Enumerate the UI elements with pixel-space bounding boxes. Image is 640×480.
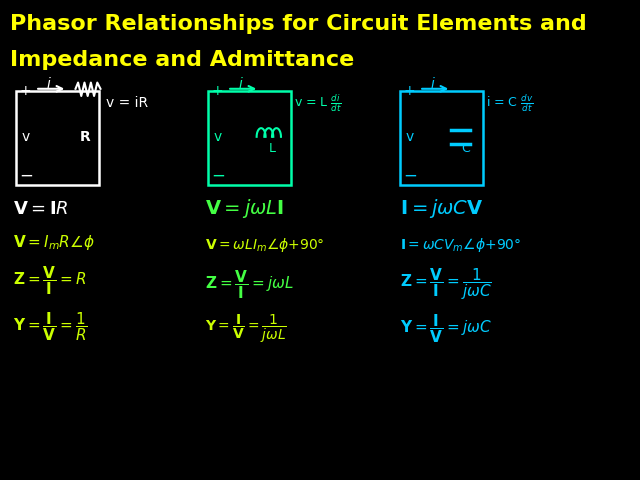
Text: $\mathbf{Z} = \dfrac{\mathbf{V}}{\mathbf{I}} = R$: $\mathbf{Z} = \dfrac{\mathbf{V}}{\mathbf… (13, 264, 86, 297)
Text: −: − (403, 166, 417, 184)
Text: v: v (21, 130, 29, 144)
Text: i: i (238, 77, 242, 92)
Text: +: + (211, 84, 223, 98)
Text: +: + (403, 84, 415, 98)
Text: $\mathbf{Y} = \dfrac{\mathbf{I}}{\mathbf{V}} = j\omega C$: $\mathbf{Y} = \dfrac{\mathbf{I}}{\mathbf… (400, 312, 492, 345)
Text: v: v (213, 130, 221, 144)
Text: C: C (461, 142, 470, 156)
Bar (16, 91, 99, 185)
Text: $\mathbf{V} = I_mR\angle\phi$: $\mathbf{V} = I_mR\angle\phi$ (13, 233, 95, 252)
Text: $\mathbf{Y} = \dfrac{\mathbf{I}}{\mathbf{V}} = \dfrac{1}{R}$: $\mathbf{Y} = \dfrac{\mathbf{I}}{\mathbf… (13, 310, 88, 343)
Bar (208, 91, 291, 185)
Text: +: + (19, 84, 31, 98)
Text: R: R (80, 130, 91, 144)
Text: $\mathbf{V} = \mathbf{I}R$: $\mathbf{V} = \mathbf{I}R$ (13, 200, 68, 218)
Text: $\mathbf{V} = \omega LI_m\angle\phi{+}90°$: $\mathbf{V} = \omega LI_m\angle\phi{+}90… (205, 236, 324, 254)
Text: $\mathbf{Z} = \dfrac{\mathbf{V}}{\mathbf{I}} = \dfrac{1}{j\omega C}$: $\mathbf{Z} = \dfrac{\mathbf{V}}{\mathbf… (400, 266, 492, 302)
Text: $\mathbf{I} = \omega CV_m\angle\phi{+}90°$: $\mathbf{I} = \omega CV_m\angle\phi{+}90… (400, 236, 522, 254)
Text: v = iR: v = iR (106, 96, 148, 110)
Text: v: v (405, 130, 413, 144)
Text: L: L (269, 142, 276, 156)
Text: i = C $\frac{dv}{dt}$: i = C $\frac{dv}{dt}$ (486, 92, 534, 114)
Bar (400, 91, 483, 185)
Text: i: i (430, 77, 434, 92)
Text: $\mathbf{I} = j\omega C\mathbf{V}$: $\mathbf{I} = j\omega C\mathbf{V}$ (400, 197, 484, 220)
Text: Phasor Relationships for Circuit Elements and: Phasor Relationships for Circuit Element… (10, 14, 586, 35)
Text: $\mathbf{V} = j\omega L\mathbf{I}$: $\mathbf{V} = j\omega L\mathbf{I}$ (205, 197, 284, 220)
Text: Impedance and Admittance: Impedance and Admittance (10, 50, 354, 71)
Text: $\mathbf{Y} = \dfrac{\mathbf{I}}{\mathbf{V}} = \dfrac{1}{j\omega L}$: $\mathbf{Y} = \dfrac{\mathbf{I}}{\mathbf… (205, 312, 287, 345)
Text: −: − (19, 166, 33, 184)
Text: $\mathbf{Z} = \dfrac{\mathbf{V}}{\mathbf{I}} = j\omega L$: $\mathbf{Z} = \dfrac{\mathbf{V}}{\mathbf… (205, 268, 294, 300)
Text: i: i (46, 77, 50, 92)
Text: v = L $\frac{di}{dt}$: v = L $\frac{di}{dt}$ (294, 92, 342, 114)
Text: −: − (211, 166, 225, 184)
